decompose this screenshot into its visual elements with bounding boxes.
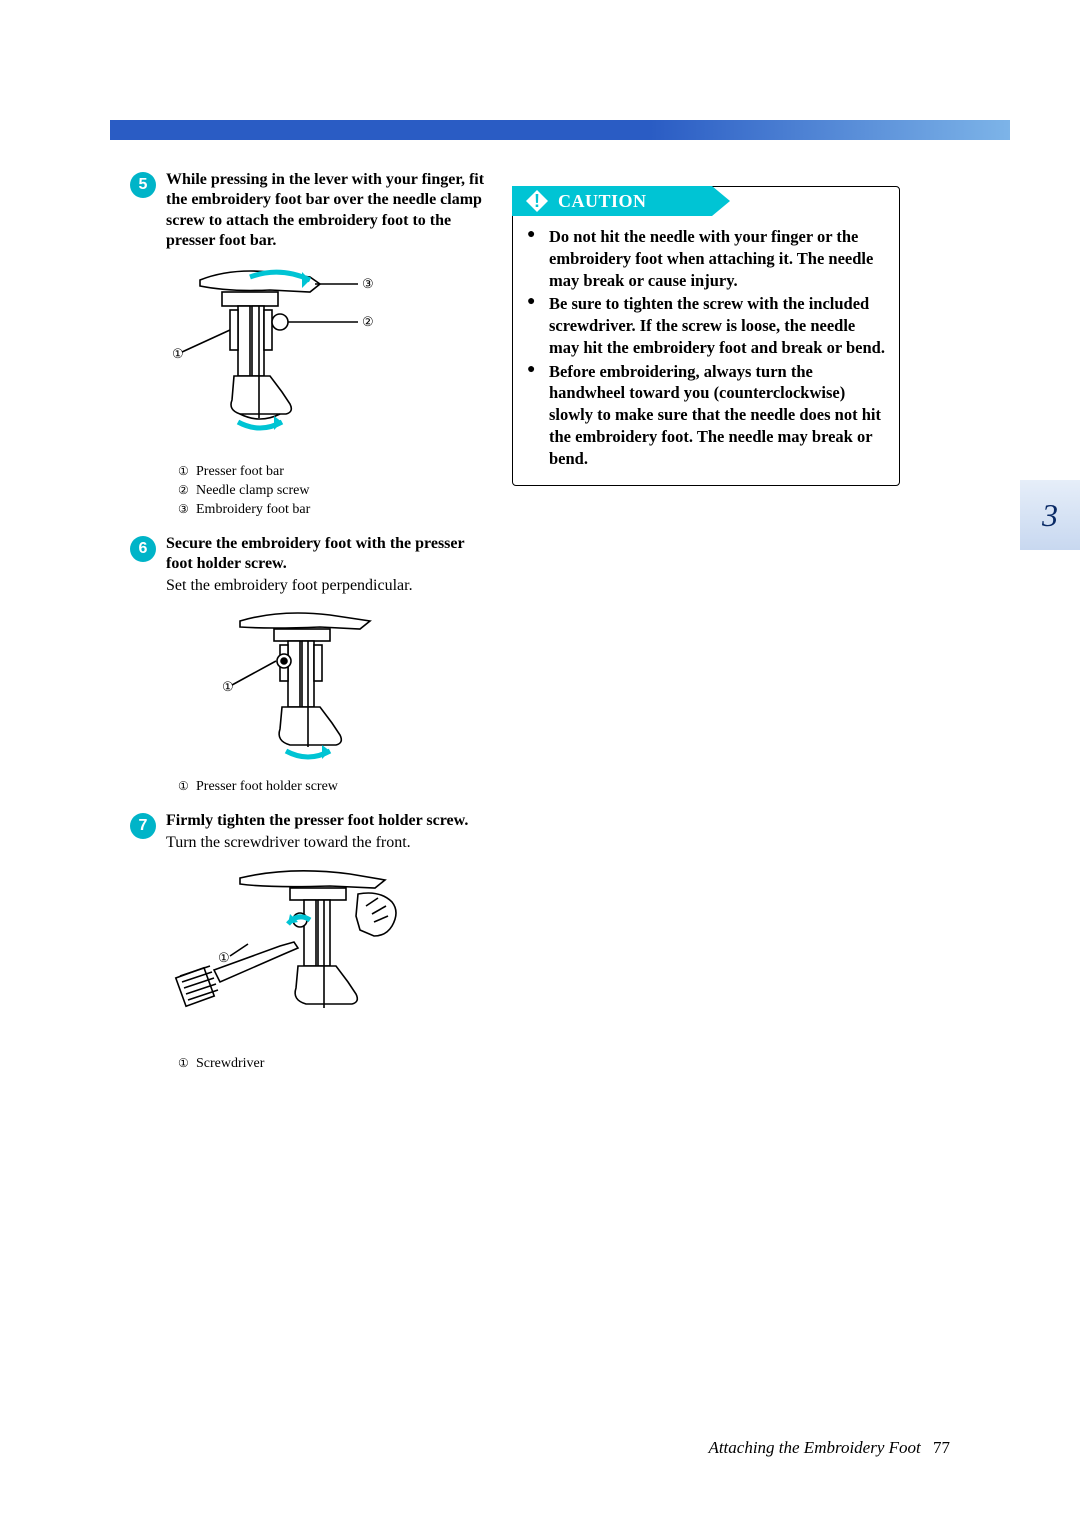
top-color-bar (110, 120, 1010, 140)
callout-1: ① (222, 679, 234, 694)
step-6: 6 Secure the embroidery foot with the pr… (130, 534, 490, 597)
step-6-legend: ①Presser foot holder screw (178, 778, 490, 797)
step-badge-7: 7 (130, 813, 156, 839)
callout-1: ① (172, 346, 184, 361)
step-7-text: Turn the screwdriver toward the front. (166, 833, 490, 853)
caution-header: ! CAUTION (513, 186, 899, 216)
step-7-title: Firmly tighten the presser foot holder s… (166, 811, 490, 831)
step-5-diagram: ① ② ③ (160, 262, 490, 457)
caution-item: Be sure to tighten the screw with the in… (527, 293, 885, 358)
step-7-diagram: ① (160, 864, 490, 1049)
step-6-title: Secure the embroidery foot with the pres… (166, 534, 490, 575)
caution-item: Do not hit the needle with your finger o… (527, 226, 885, 291)
caution-label: CAUTION (558, 191, 647, 212)
footer-title: Attaching the Embroidery Foot (708, 1438, 920, 1457)
page-footer: Attaching the Embroidery Foot 77 (708, 1438, 950, 1458)
step-6-diagram: ① (210, 607, 490, 772)
chapter-number: 3 (1042, 497, 1058, 534)
caution-box: ! CAUTION Do not hit the needle with you… (512, 186, 900, 486)
warning-icon: ! (526, 190, 548, 212)
step-5-legend: ①Presser foot bar ②Needle clamp screw ③E… (178, 463, 490, 520)
step-badge-6: 6 (130, 536, 156, 562)
callout-3: ③ (362, 276, 374, 291)
page-number: 77 (933, 1438, 950, 1457)
step-5: 5 While pressing in the lever with your … (130, 170, 490, 252)
left-column: 5 While pressing in the lever with your … (130, 170, 490, 1088)
callout-2: ② (362, 314, 374, 329)
caution-list: Do not hit the needle with your finger o… (527, 226, 885, 469)
step-5-title: While pressing in the lever with your fi… (166, 170, 490, 252)
caution-item: Before embroidering, always turn the han… (527, 361, 885, 470)
step-7: 7 Firmly tighten the presser foot holder… (130, 811, 490, 854)
right-column: ! CAUTION Do not hit the needle with you… (512, 186, 900, 486)
chapter-tab: 3 (1020, 480, 1080, 550)
step-7-legend: ①Screwdriver (178, 1055, 490, 1074)
callout-1: ① (218, 950, 230, 965)
step-badge-5: 5 (130, 172, 156, 198)
step-6-text: Set the embroidery foot perpendicular. (166, 576, 490, 596)
